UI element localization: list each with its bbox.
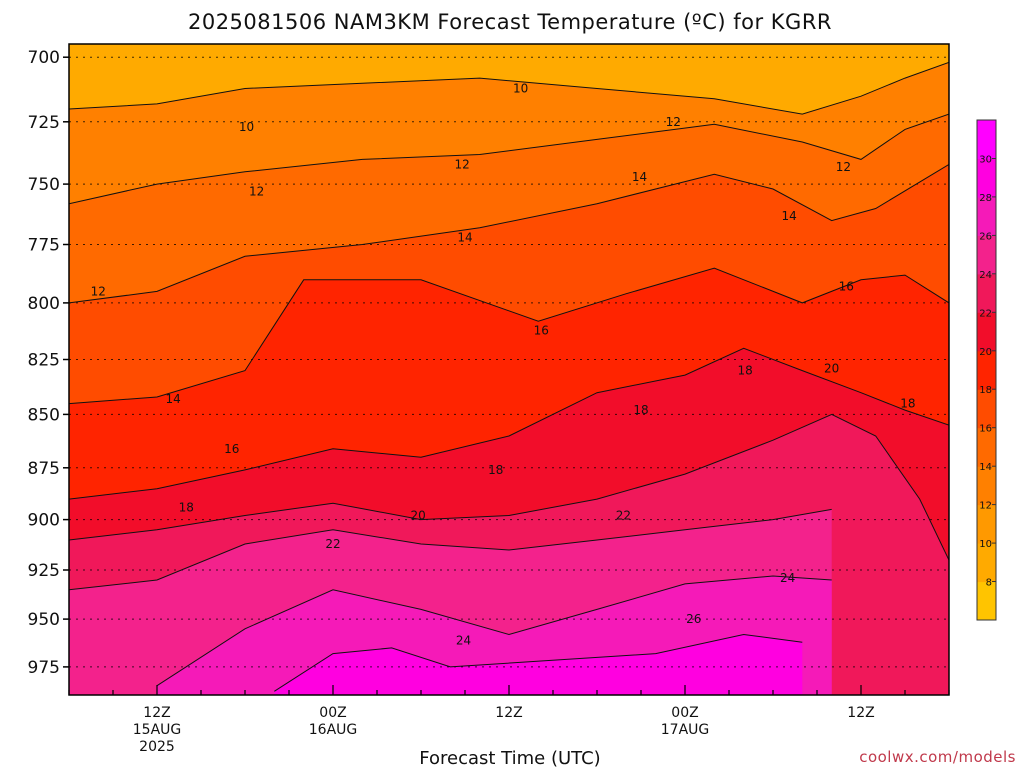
x-axis-label: Forecast Time (UTC): [419, 748, 600, 768]
y-axis: 700 725 750 775 800 825 850 875 900 925 950 975: [28, 48, 69, 678]
y-tick-label-850: 850: [28, 405, 60, 425]
colorbar-label: 30: [979, 155, 992, 166]
band-above-26: [274, 634, 803, 695]
y-tick-label-750: 750: [28, 175, 60, 195]
contour-14: [69, 163, 949, 304]
contour-labels: 10 10 12 12 12 12 12 14 14 14 14 16 16 16 18 18 18 18 18 20…: [91, 82, 916, 648]
colorbar-segment: [977, 543, 996, 583]
y-tick-label-900: 900: [28, 511, 60, 531]
x-tick-label: 00Z: [319, 705, 346, 721]
contour-22: [69, 508, 832, 591]
contour-label-24: 24: [780, 571, 795, 585]
x-tick-label: 15AUG: [133, 722, 182, 738]
colorbar-label: 16: [979, 424, 992, 435]
x-tick-label: 16AUG: [309, 722, 358, 738]
colorbar-segment: [977, 312, 996, 352]
contour-12: [69, 113, 949, 205]
contour-label-12: 12: [666, 115, 681, 129]
colorbar-segment: [977, 158, 996, 198]
y-tick-label-725: 725: [28, 113, 60, 133]
contour-label-22: 22: [325, 537, 340, 551]
colorbar-segment: [977, 427, 996, 467]
colorbar-label: 20: [979, 347, 992, 358]
contour-label-18: 18: [179, 500, 194, 514]
colorbar-segment: [977, 504, 996, 544]
contour-label-16: 16: [839, 280, 854, 294]
colorbar-segment: [977, 273, 996, 313]
contour-16: [69, 267, 949, 405]
contour-label-12: 12: [454, 157, 469, 171]
y-tick-label-825: 825: [28, 351, 60, 371]
x-tick-label: 12Z: [495, 705, 522, 721]
colorbar-label: 18: [979, 385, 992, 396]
colorbar-segment: [977, 235, 996, 275]
contour-label-14: 14: [165, 392, 180, 406]
colorbar-segment: [977, 120, 996, 159]
colorbar-segment: [977, 466, 996, 506]
x-tick-label: 2025: [139, 739, 175, 755]
contour-20: [69, 413, 949, 561]
y-tick-label-700: 700: [28, 48, 60, 68]
colorbar-segment: [977, 581, 996, 621]
contour-label-20: 20: [410, 509, 425, 523]
contour-label-12: 12: [249, 185, 264, 199]
colorbar-segment: [977, 389, 996, 429]
x-tick-label: 12Z: [847, 705, 874, 721]
contour-24: [156, 575, 832, 687]
contour-label-10: 10: [239, 120, 254, 134]
colorbar-label: 22: [979, 308, 992, 319]
contour-label-16: 16: [224, 442, 239, 456]
contour-label-16: 16: [534, 323, 549, 337]
colorbar: 8 10 12 14 16 18 20 22 24 26 28 30: [976, 119, 997, 621]
contour-label-14: 14: [457, 230, 472, 244]
chart-title: 2025081506 NAM3KM Forecast Temperature (…: [188, 10, 832, 34]
colorbar-label: 24: [979, 270, 992, 281]
plot-area: 10 10 12 12 12 12 12 14 14 14 14 16 16 16 18 18 18 18 18 20…: [69, 44, 949, 695]
contour-label-14: 14: [632, 170, 647, 184]
colorbar-frame: [976, 119, 997, 621]
colorbar-segment: [977, 196, 996, 236]
contour-label-20: 20: [824, 361, 839, 375]
source-credit: coolwx.com/models: [859, 748, 1016, 766]
y-tick-label-775: 775: [28, 236, 60, 256]
colorbar-segment: [977, 350, 996, 390]
contour-label-18: 18: [633, 403, 648, 417]
colorbar-label: 14: [979, 462, 992, 473]
colorbar-label: 26: [979, 231, 992, 242]
y-tick-label-925: 925: [28, 561, 60, 581]
contour-label-24: 24: [456, 633, 471, 647]
colorbar-label: 12: [979, 501, 992, 512]
temperature-contours: [69, 61, 949, 692]
x-tick-label: 17AUG: [661, 722, 710, 738]
y-tick-label-975: 975: [28, 658, 60, 678]
contour-label-26: 26: [686, 612, 701, 626]
y-tick-label-950: 950: [28, 610, 60, 630]
contour-label-12: 12: [91, 284, 106, 298]
colorbar-label: 10: [979, 539, 992, 550]
y-tick-label-800: 800: [28, 294, 60, 314]
colorbar-label: 28: [979, 193, 992, 204]
contour-label-18: 18: [488, 463, 503, 477]
x-tick-label: 00Z: [671, 705, 698, 721]
colorbar-label: 8: [986, 578, 992, 589]
x-tick-label: 12Z: [143, 705, 170, 721]
contour-label-18: 18: [900, 397, 915, 411]
contour-26: [274, 633, 803, 692]
contour-label-18: 18: [737, 364, 752, 378]
contour-label-22: 22: [616, 509, 631, 523]
contour-10: [69, 61, 949, 115]
contour-label-14: 14: [781, 209, 796, 223]
contour-label-12: 12: [836, 160, 851, 174]
temperature-fill-bands: [69, 44, 949, 695]
contour-18: [69, 347, 949, 500]
contour-label-10: 10: [513, 82, 528, 96]
y-tick-label-875: 875: [28, 459, 60, 479]
